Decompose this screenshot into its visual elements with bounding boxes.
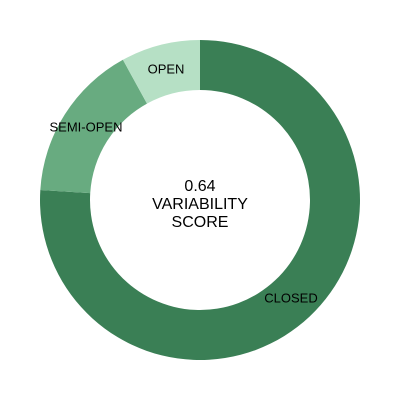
center-title-line-2: SCORE: [172, 214, 229, 231]
center-label: 0.64 VARIABILITY SCORE: [152, 178, 248, 231]
slice-label-open: OPEN: [148, 61, 185, 76]
slice-label-semi-open: SEMI-OPEN: [50, 119, 123, 134]
slice-label-closed: CLOSED: [264, 290, 317, 305]
center-title-line-1: VARIABILITY: [152, 196, 248, 213]
center-value: 0.64: [184, 178, 215, 195]
